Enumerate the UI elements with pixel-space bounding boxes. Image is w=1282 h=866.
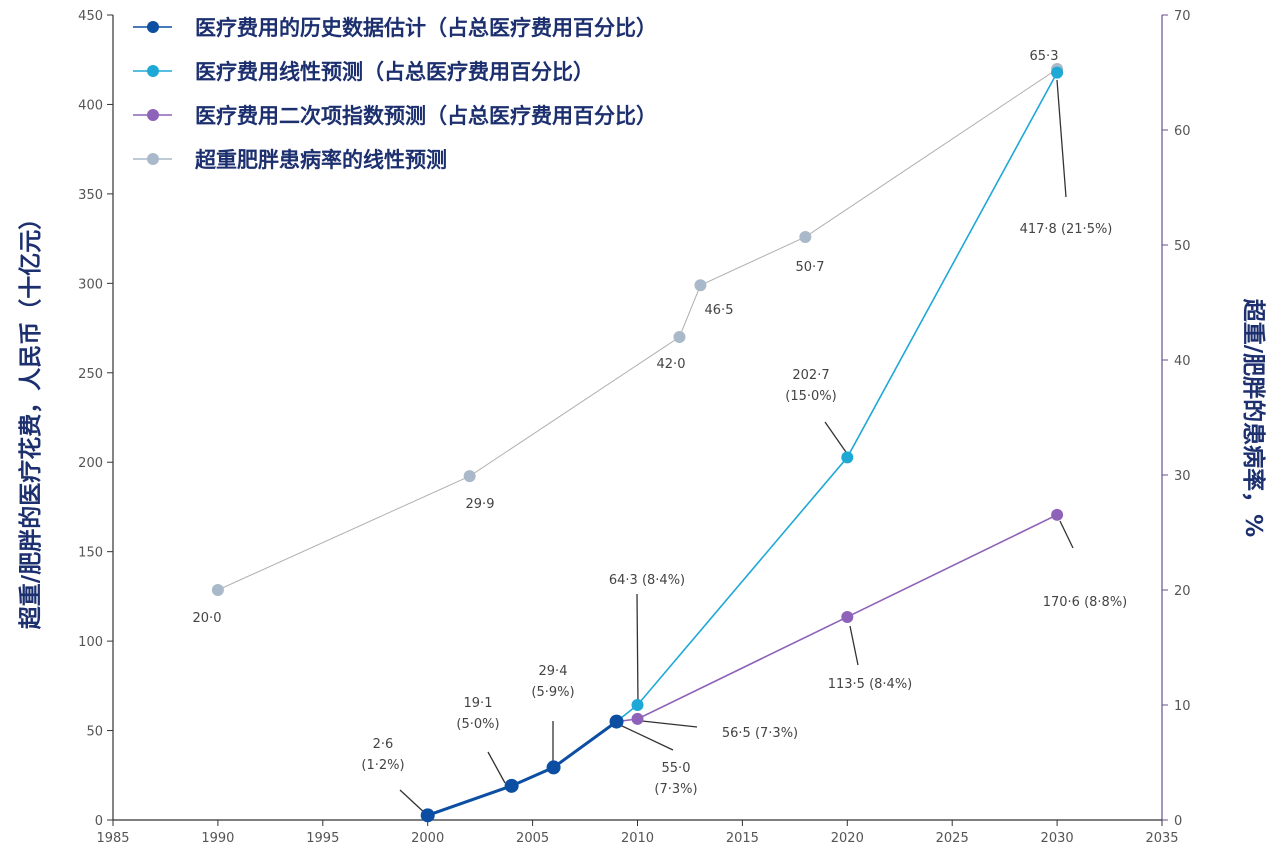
data-label-prevalence: 29·9 [466,497,495,512]
x-tick-label: 1995 [306,831,339,846]
point-quadratic [1051,508,1064,521]
y-left-title: 超重/肥胖的医疗花费，人民币（十亿元） [17,207,44,629]
point-prevalence [211,584,224,596]
point-prevalence [463,470,476,483]
leader-line [487,751,506,784]
y-left-tick-label: 400 [78,98,103,113]
legend-label-linear: 医疗费用线性预测（占总医疗费用百分比） [195,60,594,84]
legend-marker-prevalence [147,153,159,165]
leader-line [824,421,849,456]
leader-line [619,724,674,751]
point-prevalence [673,331,686,343]
series-points [211,63,1064,823]
data-label-historical: 55·0 [662,761,691,776]
series-line-quadratic [616,514,1058,723]
y-left-tick-label: 150 [78,546,103,561]
data-label-quadratic: 56·5 (7·3%) [722,726,798,741]
leader-line [641,720,698,728]
data-label-historical: (5·0%) [456,717,499,732]
legend-label-prevalence: 超重肥胖患病率的线性预测 [195,148,447,172]
data-label-historical: 29·4 [539,664,568,679]
leader-line [1059,520,1074,549]
legend-label-historical: 医疗费用的历史数据估计（占总医疗费用百分比） [195,16,657,40]
y-right-tick-label: 40 [1174,354,1191,369]
axes: 1985 1990 1995 2000 2005 2010 2015 2020 2025 2030… [78,9,1190,846]
leader-line [849,625,859,666]
data-label-historical: (5·9%) [531,685,574,700]
y-right-tick-label: 70 [1174,9,1191,24]
y-right-tick-label: 20 [1174,584,1191,599]
series-line-linear [616,72,1058,723]
point-prevalence [799,230,812,243]
x-tick-label: 2015 [726,831,759,846]
point-historical [546,760,561,775]
data-label-quadratic: 170·6 (8·8%) [1043,595,1128,610]
point-historical [504,778,519,793]
data-labels: 20·0 29·9 42·0 46·5 50·7 65·3 56·5 (7·3%) 113·5… [193,49,1128,797]
y-right-tick-label: 60 [1174,124,1191,139]
leader-line [636,593,639,706]
y-left-tick-label: 450 [78,9,103,24]
legend-marker-quadratic [147,109,159,121]
point-historical [609,714,624,729]
point-historical [420,808,435,823]
data-label-prevalence: 42·0 [657,357,686,372]
x-tick-label: 2030 [1041,831,1074,846]
y-left-tick-label: 300 [78,277,103,292]
x-tick-label: 1985 [96,831,129,846]
data-label-linear: 417·8 (21·5%) [1020,222,1113,237]
data-label-prevalence: 46·5 [705,303,734,318]
y-left-tick-label: 100 [78,635,103,650]
series-line-prevalence [217,68,1058,591]
y-left-tick-label: 200 [78,456,103,471]
y-right-tick-label: 0 [1174,814,1182,829]
data-label-prevalence: 65·3 [1030,49,1059,64]
y-left-tick-label: 250 [78,367,103,382]
data-label-historical: 2·6 [373,737,394,752]
y-right-tick-label: 30 [1174,469,1191,484]
data-label-historical: 19·1 [464,696,493,711]
data-label-prevalence: 50·7 [796,260,825,275]
point-linear [1051,66,1064,79]
legend-label-quadratic: 医疗费用二次项指数预测（占总医疗费用百分比） [195,104,657,128]
data-label-historical: (7·3%) [654,782,697,797]
point-linear [631,698,644,711]
leader-line [1056,79,1067,198]
point-quadratic [841,610,854,623]
point-quadratic [631,712,644,725]
legend-marker-historical [147,21,159,33]
legend-marker-linear [147,65,159,77]
series-lines [217,68,1058,817]
y-right-title: 超重/肥胖的患病率，% [1240,299,1267,537]
data-label-linear: (15·0%) [785,389,836,404]
y-right-tick-label: 10 [1174,699,1191,714]
y-left-tick-label: 50 [86,725,103,740]
y-left-tick-label: 350 [78,188,103,203]
x-tick-label: 2020 [831,831,864,846]
point-linear [841,451,854,464]
point-prevalence [694,279,707,292]
leader-lines [399,79,1074,816]
y-right-tick-label: 50 [1174,239,1191,254]
data-label-quadratic: 113·5 (8·4%) [828,677,913,692]
x-tick-label: 2035 [1145,831,1178,846]
x-tick-label: 2010 [621,831,654,846]
data-label-prevalence: 20·0 [193,611,222,626]
x-tick-label: 2000 [411,831,444,846]
legend: 医疗费用的历史数据估计（占总医疗费用百分比） 医疗费用线性预测（占总医疗费用百分比… [133,16,657,172]
x-tick-label: 2005 [516,831,549,846]
x-tick-label: 1990 [201,831,234,846]
y-left-tick-label: 0 [95,814,103,829]
series-line-historical [427,720,618,817]
data-label-linear: 64·3 (8·4%) [609,573,685,588]
data-label-linear: 202·7 [792,368,829,383]
data-label-historical: (1·2%) [361,758,404,773]
x-tick-label: 2025 [936,831,969,846]
